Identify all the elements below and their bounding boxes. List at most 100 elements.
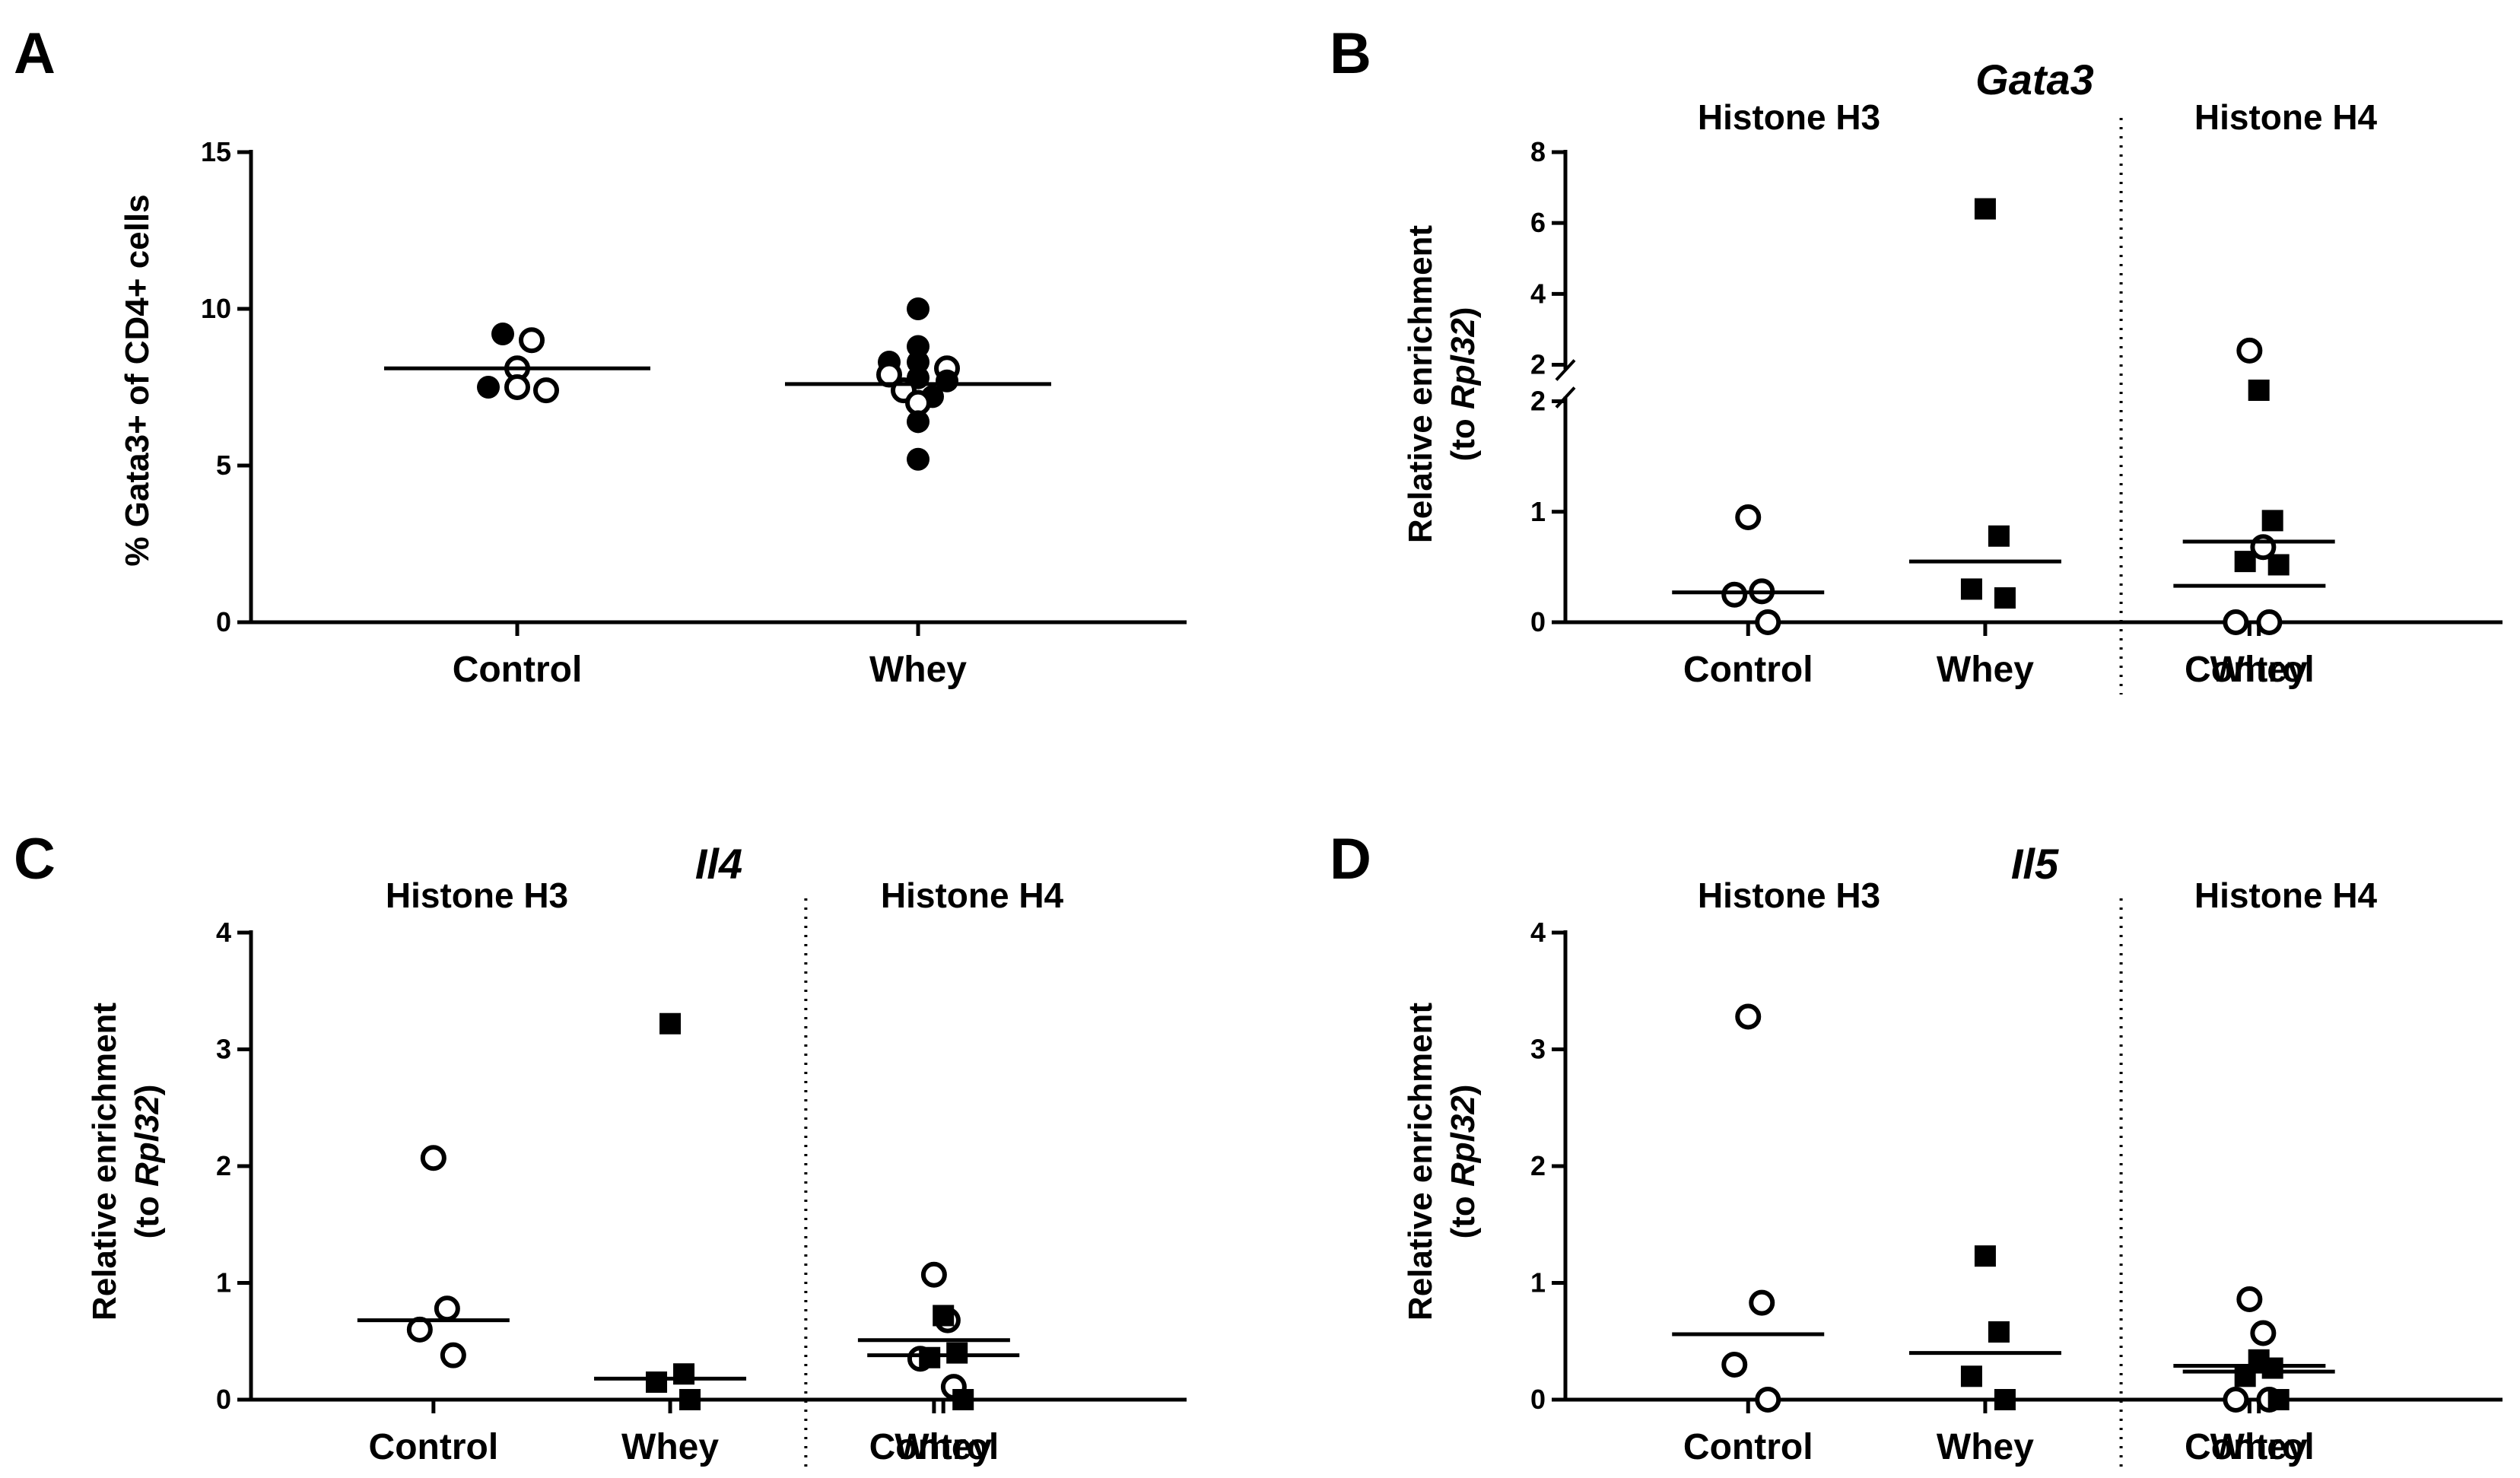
panel-b-data-point (1735, 504, 1762, 531)
panel-a-data-point (533, 377, 559, 404)
panel-b-y-tick-label: 2 (1530, 349, 1546, 380)
panel-a-data-point (907, 351, 930, 374)
panel-d-y-axis-title-line1: Relative enrichment (1402, 1003, 1439, 1321)
panel-a-data-point (504, 374, 530, 400)
panel-c-data-point (679, 1389, 701, 1410)
panel-d-y-axis-title-line2: (to Rpl32) (1444, 1085, 1482, 1239)
panel-c-y-axis-title-line1: Relative enrichment (86, 1003, 123, 1321)
panel-c-group-label-h4: Histone H4 (881, 876, 1064, 915)
panel-a-y-tick-label: 5 (216, 450, 231, 481)
panel-b-data-point (2248, 380, 2270, 402)
panel-d-y-tick-label: 2 (1530, 1150, 1546, 1181)
panel-d-category-label: Whey (2210, 1427, 2308, 1467)
panel-d-data-point (1735, 1003, 1762, 1030)
panel-c-category-label: Whey (895, 1427, 992, 1467)
panel-b-data-point (1988, 525, 2010, 547)
panel-d-data-point (2267, 1389, 2290, 1410)
panel-b-category-label: Whey (1937, 650, 2034, 690)
panel-a: A % Gata3+ of CD4+ cells 0 5 10 15 Control Wh… (14, 21, 1187, 690)
panel-a-data-point (907, 297, 930, 320)
panel-b-gene-title: Gata3 (1975, 56, 2094, 103)
panel-a-data-point (491, 322, 514, 345)
panel-a-data-point (936, 369, 958, 393)
panel-b-y-tick-label: 4 (1530, 278, 1546, 309)
panel-c-y-tick-label: 1 (216, 1267, 231, 1298)
panel-b: B Gata3 Histone H3 Histone H4 Relative e… (1330, 21, 2503, 695)
panel-b-y-axis-title-line2: (to Rpl32) (1444, 307, 1482, 462)
panel-d-y-tick-label: 0 (1530, 1384, 1546, 1415)
panel-a-data-point (477, 376, 500, 399)
panel-letter-c: C (14, 827, 56, 892)
panel-b-y-tick-label: 6 (1530, 207, 1546, 238)
panel-b-data-point (1721, 581, 1748, 608)
panel-d-y-axis-title-gene: Rpl32 (1444, 1095, 1482, 1187)
panel-b-data-point (2236, 337, 2263, 364)
panel-b-y-tick-label: 2 (1530, 386, 1546, 417)
panel-c-y-tick-label: 0 (216, 1384, 231, 1415)
panel-c-category-label: Control (369, 1427, 499, 1467)
panel-a-y-axis-title: % Gata3+ of CD4+ cells (119, 194, 156, 566)
panel-c-data-point (920, 1261, 947, 1288)
panel-b-group-label-h4: Histone H4 (2194, 97, 2378, 137)
panel-b-data-point (1994, 587, 2016, 609)
panel-a-data-point (907, 335, 930, 358)
panel-b-data-point (1960, 578, 1982, 600)
panel-d-data-point (2236, 1286, 2263, 1312)
panel-letter-d: D (1330, 827, 1371, 892)
panel-b-y-axis-title-line1: Relative enrichment (1402, 225, 1439, 543)
panel-c-data-point (646, 1371, 668, 1393)
panel-d-data-point (2234, 1365, 2256, 1387)
panel-c-data-point (952, 1389, 974, 1410)
panel-b-y-tick-label: 0 (1530, 606, 1546, 637)
panel-c-data-point (420, 1145, 446, 1171)
panel-c-gene-title: Il4 (695, 840, 742, 888)
panel-b-category-label: Whey (2210, 650, 2308, 690)
panel-b-group-label-h3: Histone H3 (1698, 97, 1880, 137)
panel-d-data-point (1988, 1321, 2010, 1343)
panel-letter-b: B (1330, 21, 1371, 86)
panel-b-data-point (1755, 609, 1781, 635)
panel-a-y-tick-label: 15 (201, 136, 231, 167)
panel-a-category-label: Whey (869, 650, 967, 690)
panel-c-data-point (434, 1295, 460, 1322)
panel-d-data-point (1994, 1389, 2016, 1410)
panel-b-category-label: Control (1683, 650, 1813, 690)
panel-d-data-point (2261, 1357, 2283, 1379)
panel-c-data-point (946, 1342, 968, 1364)
panel-c-y-tick-label: 3 (216, 1034, 231, 1065)
panel-c-data-point (659, 1012, 682, 1035)
panel-d-gene-title: Il5 (2011, 840, 2059, 888)
panel-c-data-point (919, 1346, 941, 1368)
panel-b-y-axis-title-suffix: ) (1444, 307, 1482, 319)
panel-d-y-tick-label: 1 (1530, 1267, 1546, 1298)
panel-d-data-point (1721, 1351, 1748, 1378)
panel-d-data-point (2250, 1320, 2277, 1346)
panel-d-category-label: Control (2185, 1427, 2315, 1467)
panel-c-y-tick-label: 4 (216, 917, 231, 948)
panel-b-data-point (2234, 551, 2256, 573)
panel-c-y-axis-title-gene: Rpl32 (129, 1095, 166, 1187)
panel-b-category-label: Control (2185, 650, 2315, 690)
panel-b-y-tick-label: 8 (1530, 136, 1546, 167)
panel-b-y-axis-title-prefix: (to (1444, 409, 1482, 461)
panel-b-data-point (2256, 609, 2283, 635)
panel-d-data-point (1974, 1245, 1996, 1267)
panel-c-y-axis-title-suffix: ) (129, 1085, 166, 1096)
panel-a-category-label: Control (453, 650, 583, 690)
panel-d-category-label: Control (1683, 1427, 1813, 1467)
panel-c-y-axis-title-prefix: (to (129, 1187, 166, 1238)
panel-b-axis-break-mark (1555, 359, 1576, 381)
panel-d-y-tick-label: 3 (1530, 1034, 1546, 1065)
panel-c-group-label-h3: Histone H3 (386, 876, 568, 915)
panel-a-data-point (519, 327, 545, 354)
panel-d-data-point (2223, 1387, 2249, 1413)
panel-c: C Il4 Histone H3 Histone H4 Relative enr… (14, 827, 1187, 1472)
panel-b-data-point (2223, 609, 2249, 635)
panel-d-group-label-h4: Histone H4 (2194, 876, 2378, 915)
panel-a-plot: 0 5 10 15 Control Whey (201, 136, 1187, 690)
panel-c-data-point (440, 1342, 466, 1368)
